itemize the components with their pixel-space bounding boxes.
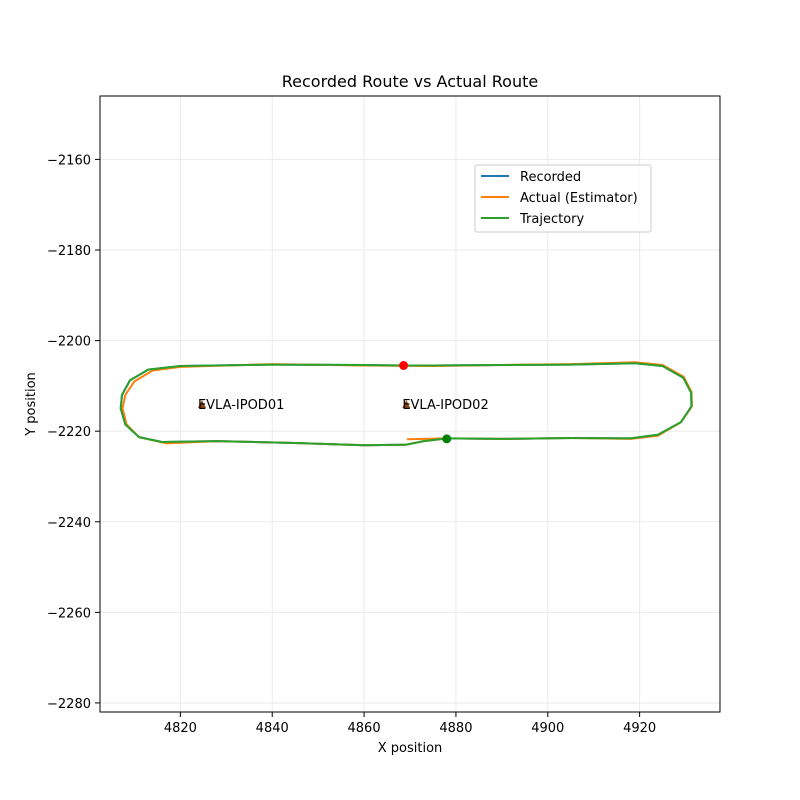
y-axis-ticks: −2160 −2180 −2200 −2220 −2240 −2260 −2280 xyxy=(47,153,100,712)
x-tick-label: 4920 xyxy=(623,721,656,736)
station-label: EVLA-IPOD02 xyxy=(402,398,488,413)
station-triangle-icon xyxy=(402,400,411,408)
x-tick-label: 4900 xyxy=(531,721,564,736)
chart-title: Recorded Route vs Actual Route xyxy=(282,72,538,91)
station-label: EVLA-IPOD01 xyxy=(198,398,284,413)
y-tick-label: −2160 xyxy=(47,153,91,168)
x-axis-ticks: 4820 4840 4860 4880 4900 4920 xyxy=(164,712,656,736)
x-axis-label: X position xyxy=(378,741,443,756)
x-tick-label: 4860 xyxy=(348,721,381,736)
legend-entry: Trajectory xyxy=(519,212,584,227)
y-tick-label: −2220 xyxy=(47,425,91,440)
series-lines xyxy=(119,361,693,447)
x-tick-label: 4880 xyxy=(439,721,472,736)
x-tick-label: 4820 xyxy=(164,721,197,736)
y-tick-label: −2180 xyxy=(47,244,91,259)
legend-entry: Actual (Estimator) xyxy=(520,191,638,206)
annotations: EVLA-IPOD01 EVLA-IPOD02 xyxy=(197,398,489,413)
y-tick-label: −2240 xyxy=(47,516,91,531)
legend-entry: Recorded xyxy=(520,170,581,185)
point-marker-1 xyxy=(442,434,452,444)
y-tick-label: −2260 xyxy=(47,606,91,621)
legend: Recorded Actual (Estimator) Trajectory xyxy=(474,164,652,233)
legend-box xyxy=(474,164,652,233)
point-marker-0 xyxy=(399,361,409,370)
y-tick-label: −2200 xyxy=(47,335,91,350)
plot-frame xyxy=(99,95,721,713)
markers xyxy=(399,361,452,444)
y-tick-label: −2280 xyxy=(47,697,91,712)
series-line-2 xyxy=(119,362,693,447)
station-triangle-icon xyxy=(197,400,206,408)
x-tick-label: 4840 xyxy=(256,721,289,736)
y-axis-label: Y position xyxy=(24,372,39,437)
